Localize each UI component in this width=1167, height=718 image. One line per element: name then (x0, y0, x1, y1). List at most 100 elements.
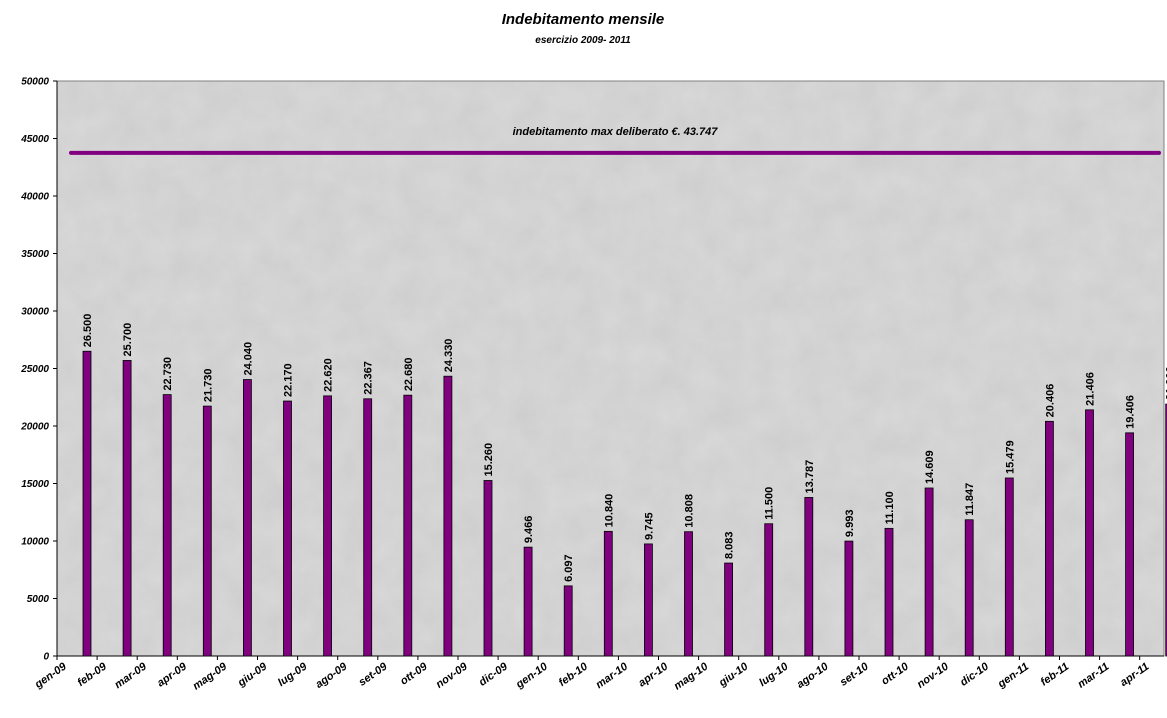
bar (1125, 432, 1134, 657)
bar (122, 360, 132, 657)
data-label: 25.700 (122, 323, 134, 357)
x-tick-label: mar-09 (112, 660, 149, 691)
data-label: 9.466 (523, 516, 535, 544)
x-tick-label: nov-10 (915, 660, 952, 691)
x-tick-label: mag-09 (191, 660, 230, 692)
y-tick-label: 15000 (21, 479, 49, 490)
x-tick-label: dic-10 (958, 660, 992, 689)
data-label: 21.730 (202, 368, 214, 402)
y-tick-label: 25000 (20, 364, 49, 375)
data-label: 22.730 (162, 357, 174, 391)
data-label: 11.847 (964, 483, 976, 516)
data-label: 21.406 (1085, 372, 1097, 406)
data-label: 10.808 (684, 494, 696, 528)
bar (1165, 403, 1167, 657)
bar (924, 487, 934, 657)
bar (323, 395, 333, 657)
x-tick-label: ott-10 (879, 660, 911, 688)
x-tick-label: set-09 (357, 660, 391, 689)
bar (884, 527, 894, 657)
x-tick-label: ago-09 (313, 660, 350, 691)
x-tick-label: lug-10 (757, 660, 791, 689)
bar (1045, 420, 1054, 657)
x-tick-label: nov-09 (434, 660, 471, 691)
x-tick-label: apr-10 (636, 660, 671, 689)
data-label: 9.745 (643, 512, 655, 540)
bar (724, 562, 733, 657)
data-label: 6.097 (563, 554, 575, 582)
x-tick-label: apr-09 (155, 660, 190, 689)
bar (82, 350, 92, 657)
data-label: 10.840 (603, 494, 615, 528)
data-label: 14.609 (924, 450, 936, 484)
chart-subtitle: esercizio 2009- 2011 (535, 35, 631, 46)
data-label: 22.170 (283, 363, 295, 397)
bar (1085, 409, 1094, 657)
data-label: 11.500 (764, 487, 776, 520)
data-label: 11.100 (884, 491, 896, 524)
x-tick-label: lug-09 (276, 660, 310, 689)
bar (563, 585, 573, 657)
data-label: 22.620 (323, 358, 335, 392)
bar (644, 543, 653, 657)
data-label: 8.083 (724, 532, 736, 560)
x-tick-label: mag-10 (672, 660, 711, 692)
bar (603, 530, 613, 657)
y-tick-label: 20000 (20, 422, 49, 433)
data-label: 19.406 (1125, 395, 1137, 429)
x-tick-label: ago-10 (795, 660, 832, 691)
y-tick-label: 35000 (21, 249, 49, 260)
chart-title: Indebitamento mensile (502, 11, 665, 28)
data-label: 22.367 (363, 361, 375, 395)
x-tick-label: giu-09 (235, 660, 270, 689)
x-tick-label: mar-10 (594, 660, 631, 691)
y-tick-label: 5000 (27, 594, 50, 605)
bar (964, 519, 974, 657)
data-label: 24.330 (443, 339, 455, 373)
x-tick-label: ott-09 (398, 660, 430, 688)
y-tick-label: 0 (43, 652, 49, 663)
data-label: 9.993 (844, 510, 856, 538)
x-tick-label: giu-10 (716, 660, 751, 689)
bar (1004, 477, 1014, 657)
data-label: 15.479 (1004, 440, 1016, 474)
data-label: 24.040 (242, 342, 254, 376)
x-tick-label: gen-09 (32, 660, 69, 691)
bar (403, 394, 413, 657)
y-tick-label: 10000 (21, 537, 49, 548)
data-label: 13.787 (804, 460, 816, 494)
reference-line-label: indebitamento max deliberato €. 43.747 (513, 126, 719, 138)
data-label: 15.260 (483, 443, 495, 477)
y-tick-label: 45000 (20, 134, 49, 145)
data-label: 20.406 (1044, 384, 1056, 418)
x-tick-label: feb-10 (557, 660, 591, 689)
bar (162, 394, 172, 657)
y-tick-label: 50000 (21, 77, 49, 88)
bar (483, 480, 493, 657)
x-tick-label: gen-11 (995, 661, 1031, 691)
x-tick-label: feb-09 (75, 660, 109, 689)
bar (523, 546, 533, 657)
bar (363, 398, 373, 657)
bar (684, 531, 693, 657)
bar (443, 375, 453, 657)
bar (202, 405, 212, 657)
bar (242, 379, 252, 657)
x-tick-label: set-10 (838, 660, 872, 689)
bar (283, 400, 292, 657)
data-label: 21.906 (1165, 366, 1167, 400)
data-label: 22.680 (403, 358, 415, 392)
x-tick-label: gen-10 (513, 660, 550, 691)
x-tick-label: mar-11 (1076, 661, 1112, 691)
y-tick-label: 30000 (21, 307, 49, 318)
x-tick-label: feb-11 (1038, 661, 1071, 689)
data-label: 26.500 (82, 314, 94, 348)
bar (804, 497, 814, 657)
x-tick-label: apr-11 (1118, 661, 1151, 689)
y-tick-label: 40000 (20, 192, 49, 203)
bar (844, 540, 854, 657)
x-tick-label: dic-09 (477, 660, 511, 689)
bar (764, 523, 774, 657)
